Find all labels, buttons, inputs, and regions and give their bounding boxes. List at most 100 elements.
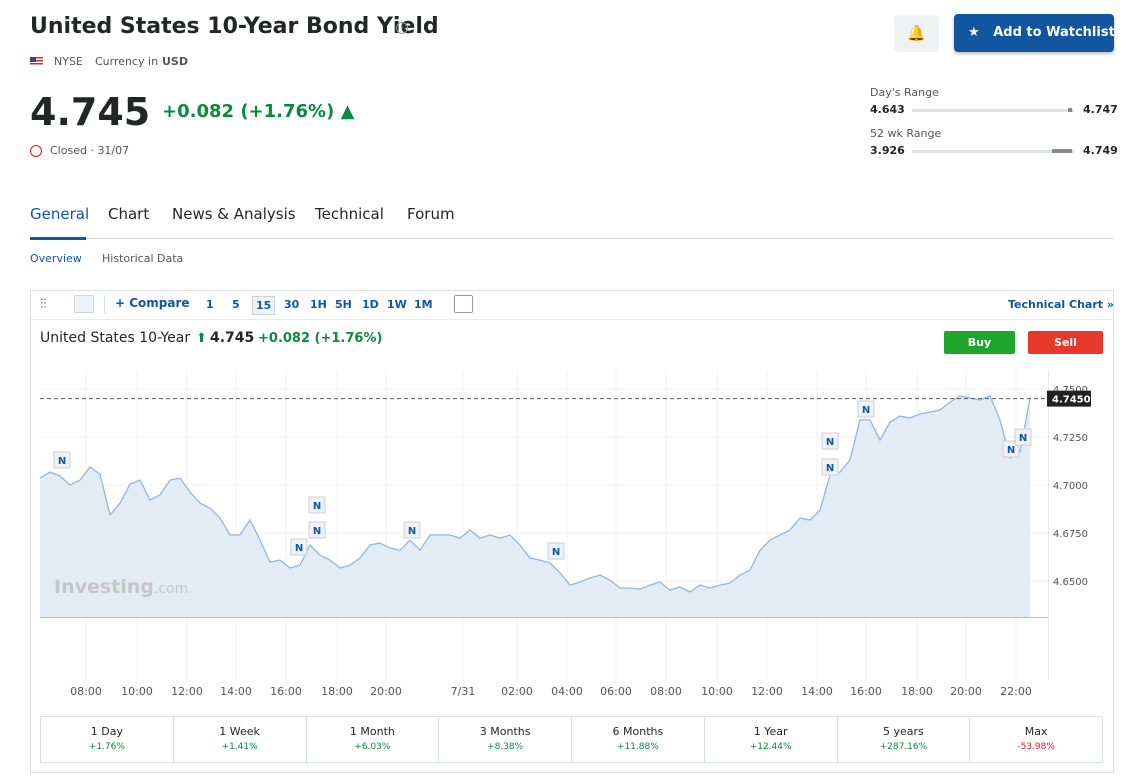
news-marker: N xyxy=(295,543,303,554)
x-tick-label: 10:00 xyxy=(701,685,733,698)
info-icon[interactable]: i xyxy=(396,22,408,34)
interval[interactable]: 1W xyxy=(387,298,407,311)
chart-name: United States 10-Year xyxy=(40,330,191,346)
sell-button[interactable]: Sell xyxy=(1028,331,1103,354)
tab[interactable]: Forum xyxy=(407,205,455,223)
status: Closed · 31/07 xyxy=(50,144,130,157)
y-tick-label: 4.6750 xyxy=(1053,529,1088,540)
performance-cell[interactable]: 6 Months +11.88% xyxy=(572,717,705,762)
x-tick-label: 16:00 xyxy=(850,685,882,698)
news-marker-box xyxy=(857,400,875,418)
performance: 1 Day +1.76% 1 Week +1.41% 1 Month +6.03% 3 Mo… xyxy=(40,716,1103,763)
subtab[interactable]: Overview xyxy=(30,252,82,265)
range-fill xyxy=(1052,149,1072,153)
period-change: +12.44% xyxy=(749,742,792,752)
range-high: 4.749 xyxy=(1083,144,1118,157)
area-icon[interactable] xyxy=(74,295,94,313)
news-marker-box xyxy=(1014,428,1032,446)
tab-underline xyxy=(30,237,86,240)
interval[interactable]: 30 xyxy=(284,298,300,311)
performance-cell[interactable]: 1 Month +6.03% xyxy=(307,717,440,762)
candle-icon[interactable]: ⫶⫶ xyxy=(40,297,47,312)
performance-cell[interactable]: 1 Week +1.41% xyxy=(174,717,307,762)
range-label: 52 wk Range xyxy=(870,127,942,140)
x-tick-label: 08:00 xyxy=(650,685,682,698)
interval[interactable]: 15 xyxy=(252,296,276,315)
x-tick-label: 08:00 xyxy=(70,685,102,698)
watermark-part: Investing xyxy=(54,576,154,598)
performance-cell[interactable]: 1 Day +1.76% xyxy=(41,717,174,762)
x-tick-label: 20:00 xyxy=(370,685,402,698)
x-tick-label: 7/31 xyxy=(451,685,476,698)
tab[interactable]: Technical xyxy=(315,205,384,223)
clock-icon xyxy=(30,145,42,157)
chart-change: +0.082 (+1.76%) xyxy=(258,331,382,346)
news-marker: N xyxy=(552,547,560,558)
period-change: +6.03% xyxy=(354,742,391,752)
technical-chart-link[interactable]: Technical Chart » xyxy=(1008,298,1114,311)
tab[interactable]: Chart xyxy=(108,205,150,223)
chart-price: 4.745 xyxy=(210,330,255,346)
performance-cell[interactable]: 3 Months +8.38% xyxy=(439,717,572,762)
table-icon[interactable] xyxy=(454,295,473,313)
watchlist-label: Add to Watchlist xyxy=(993,25,1115,40)
change: +0.082 (+1.76%) ▲ xyxy=(162,101,355,122)
news-marker: N xyxy=(862,405,870,416)
interval[interactable]: 1M xyxy=(414,298,433,311)
compare-label: Compare xyxy=(129,296,190,310)
news-marker: N xyxy=(1019,433,1027,444)
period-change: +1.76% xyxy=(88,742,125,752)
change-abs: +0.082 xyxy=(162,101,235,122)
watchlist-button[interactable]: ★ Add to Watchlist xyxy=(954,14,1115,52)
line xyxy=(39,395,1031,593)
x-tick-label: 22:00 xyxy=(1000,685,1032,698)
news-marker: N xyxy=(826,463,834,474)
news-marker: N xyxy=(58,456,66,467)
x-tick-label: 04:00 xyxy=(551,685,583,698)
currency: USD xyxy=(162,55,188,68)
period-change: +287.16% xyxy=(879,742,928,752)
range-fill xyxy=(1068,108,1072,112)
x-tick-label: 14:00 xyxy=(801,685,833,698)
chart-change-pct: (+1.76%) xyxy=(314,331,383,346)
range-track xyxy=(912,150,1074,153)
interval[interactable]: 1 xyxy=(206,298,214,311)
performance-cell[interactable]: Max -53.98% xyxy=(970,717,1102,762)
news-marker-box xyxy=(821,432,839,450)
period-change: +11.88% xyxy=(616,742,659,752)
performance-cell[interactable]: 1 Year +12.44% xyxy=(705,717,838,762)
news-marker-box xyxy=(403,521,421,539)
performance-cell[interactable]: 5 years +287.16% xyxy=(838,717,971,762)
compare-button[interactable]: + Compare xyxy=(115,296,190,310)
up-arrow: ⬆ xyxy=(196,331,207,346)
period: 1 Day xyxy=(90,725,123,738)
news-marker: N xyxy=(313,501,321,512)
buy-button[interactable]: Buy xyxy=(944,331,1015,354)
interval[interactable]: 1H xyxy=(310,298,327,311)
interval[interactable]: 1D xyxy=(362,298,379,311)
x-tick-label: 18:00 xyxy=(901,685,933,698)
interval[interactable]: 5H xyxy=(335,298,352,311)
x-tick-label: 14:00 xyxy=(220,685,252,698)
news-marker-box xyxy=(308,496,326,514)
subtab[interactable]: Historical Data xyxy=(102,252,184,265)
period: 1 Week xyxy=(219,725,260,738)
watermark-part: .com xyxy=(154,581,188,597)
tab[interactable]: News & Analysis xyxy=(172,205,296,223)
range-label: Day's Range xyxy=(870,86,939,99)
period-change: +8.38% xyxy=(487,742,524,752)
period: 1 Month xyxy=(349,725,395,738)
alert-button[interactable]: 🔔 xyxy=(894,15,939,52)
interval[interactable]: 5 xyxy=(232,298,240,311)
period-change: -53.98% xyxy=(1017,742,1055,752)
y-tick-label: 4.7500 xyxy=(1053,385,1088,396)
change-pct: (+1.76%) xyxy=(240,101,335,122)
tab[interactable]: General xyxy=(30,205,90,223)
news-marker-box xyxy=(821,458,839,476)
y-tick-label: 4.6500 xyxy=(1053,577,1088,588)
period: 5 years xyxy=(882,725,924,738)
period: Max xyxy=(1024,725,1048,738)
range-track xyxy=(912,109,1074,112)
title: United States 10-Year Bond Yield xyxy=(30,14,439,39)
